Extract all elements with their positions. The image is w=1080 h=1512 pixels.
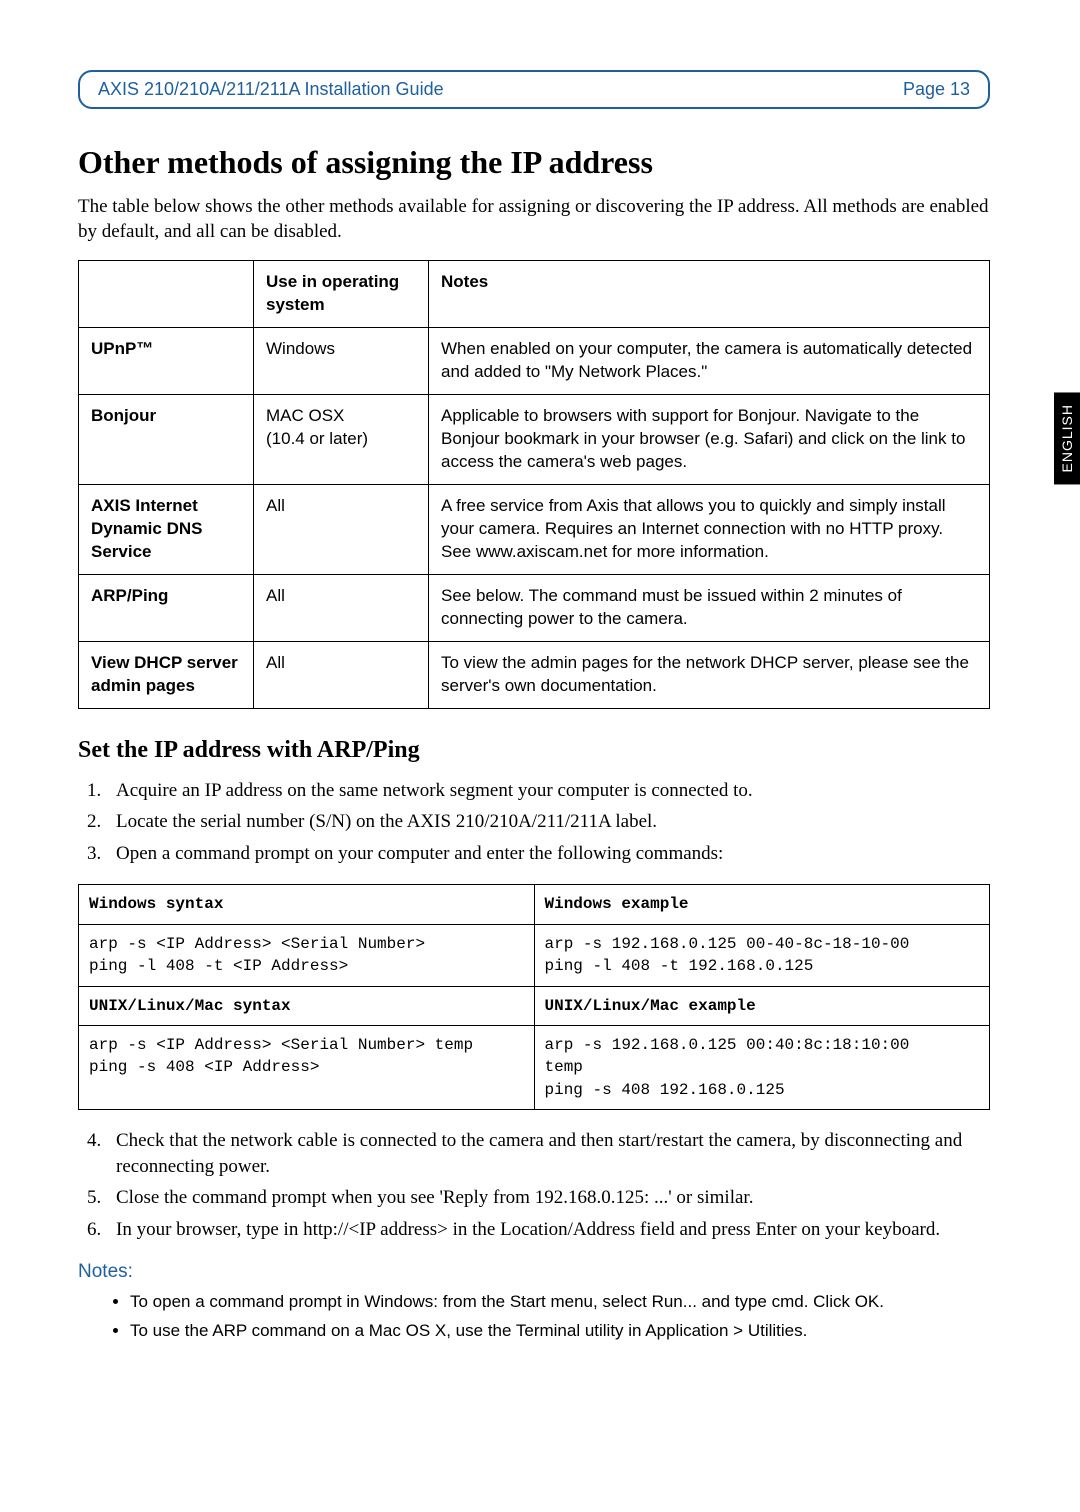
syntax-cell: arp -s <IP Address> <Serial Number> temp…: [79, 1025, 535, 1109]
methods-cell: MAC OSX (10.4 or later): [254, 395, 429, 485]
notes-heading: Notes:: [78, 1261, 990, 1283]
methods-cell: Bonjour: [79, 395, 254, 485]
doc-title: AXIS 210/210A/211/211A Installation Guid…: [98, 79, 444, 100]
syntax-cell: arp -s 192.168.0.125 00-40-8c-18-10-00 p…: [534, 924, 990, 986]
methods-th-0: [79, 261, 254, 328]
syntax-header: Windows syntax: [79, 885, 535, 924]
step-item: Acquire an IP address on the same networ…: [106, 778, 990, 804]
syntax-header: UNIX/Linux/Mac example: [534, 986, 990, 1025]
methods-cell: When enabled on your computer, the camer…: [429, 328, 990, 395]
methods-cell: See below. The command must be issued wi…: [429, 574, 990, 641]
methods-cell: ARP/Ping: [79, 574, 254, 641]
notes-item: To use the ARP command on a Mac OS X, us…: [130, 1318, 990, 1344]
methods-cell: All: [254, 574, 429, 641]
step-item: Check that the network cable is connecte…: [106, 1128, 990, 1179]
syntax-cell: arp -s 192.168.0.125 00:40:8c:18:10:00 t…: [534, 1025, 990, 1109]
methods-table: Use in operating system Notes UPnP™Windo…: [78, 260, 990, 708]
language-tab: ENGLISH: [1054, 392, 1080, 484]
methods-cell: UPnP™: [79, 328, 254, 395]
methods-cell: Applicable to browsers with support for …: [429, 395, 990, 485]
methods-th-2: Notes: [429, 261, 990, 328]
methods-cell: View DHCP server admin pages: [79, 641, 254, 708]
syntax-cell: arp -s <IP Address> <Serial Number> ping…: [79, 924, 535, 986]
syntax-table: Windows syntaxWindows examplearp -s <IP …: [78, 884, 990, 1110]
steps-list-1: Acquire an IP address on the same networ…: [106, 778, 990, 867]
steps-list-2: Check that the network cable is connecte…: [106, 1128, 990, 1243]
methods-cell: All: [254, 484, 429, 574]
notes-item: To open a command prompt in Windows: fro…: [130, 1289, 990, 1315]
step-item: Open a command prompt on your computer a…: [106, 841, 990, 867]
page-title: Other methods of assigning the IP addres…: [78, 144, 990, 181]
page-header: AXIS 210/210A/211/211A Installation Guid…: [78, 70, 990, 109]
syntax-header: UNIX/Linux/Mac syntax: [79, 986, 535, 1025]
step-item: Close the command prompt when you see 'R…: [106, 1185, 990, 1211]
step-item: Locate the serial number (S/N) on the AX…: [106, 809, 990, 835]
methods-cell: To view the admin pages for the network …: [429, 641, 990, 708]
section-title-arp: Set the IP address with ARP/Ping: [78, 737, 990, 764]
page-number: Page 13: [903, 79, 970, 100]
methods-cell: All: [254, 641, 429, 708]
methods-cell: AXIS Internet Dynamic DNS Service: [79, 484, 254, 574]
methods-th-1: Use in operating system: [254, 261, 429, 328]
syntax-header: Windows example: [534, 885, 990, 924]
notes-list: To open a command prompt in Windows: fro…: [130, 1289, 990, 1344]
step-item: In your browser, type in http://<IP addr…: [106, 1217, 990, 1243]
intro-paragraph: The table below shows the other methods …: [78, 195, 990, 244]
methods-cell: A free service from Axis that allows you…: [429, 484, 990, 574]
methods-cell: Windows: [254, 328, 429, 395]
